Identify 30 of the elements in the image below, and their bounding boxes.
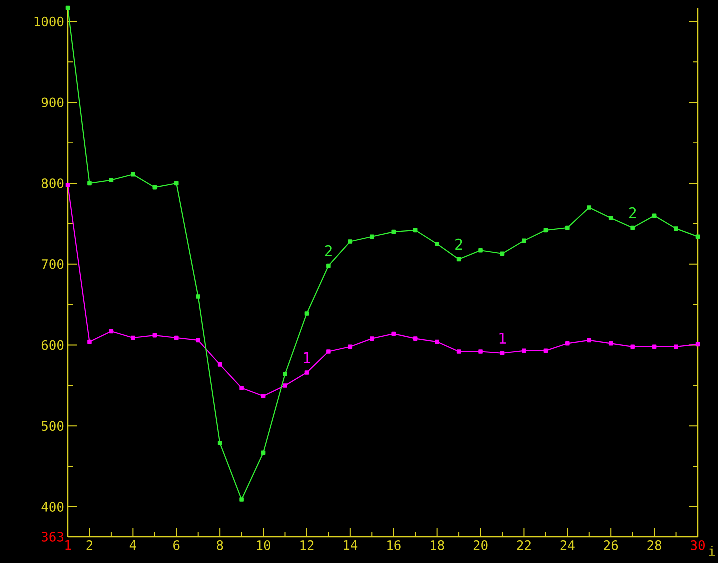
x-tick-label: 22 (517, 540, 531, 550)
y-tick-label: 400 (42, 502, 64, 512)
x-tick-label: 1 (66, 540, 72, 550)
series-label: 1 (304, 352, 310, 364)
y-tick-label: 1000 (34, 16, 64, 27)
x-tick-label: 4 (130, 540, 136, 550)
y-tick-label: 900 (42, 98, 64, 108)
x-axis-title: i (709, 546, 716, 556)
text: 2 (456, 238, 462, 250)
series-label: 2 (325, 245, 332, 256)
x-tick-label: 24 (560, 540, 575, 550)
x-tick-label: 12 (300, 540, 314, 550)
x-tick-label: 8 (217, 540, 224, 550)
x-tick-label: 20 (474, 540, 488, 550)
text: 1 (500, 332, 506, 344)
x-tick-label: 26 (604, 540, 618, 550)
text: 2 (629, 207, 636, 218)
x-tick-label: 16 (388, 540, 401, 550)
y-tick-label: 500 (42, 421, 64, 432)
x-tick-label: 10 (257, 540, 270, 550)
y-tick-label: 600 (42, 340, 64, 350)
y-tick-label: 700 (42, 260, 64, 270)
y-tick-label: 363 (42, 532, 64, 542)
x-tick-label: 6 (174, 540, 180, 550)
y-tick-label: 800 (42, 178, 64, 188)
x-tick-label: 28 (648, 540, 662, 550)
x-tick-label: 2 (86, 540, 93, 550)
x-tick-label: 18 (431, 540, 444, 550)
x-tick-label: 14 (344, 540, 358, 550)
x-tick-label: 30 (691, 540, 705, 550)
